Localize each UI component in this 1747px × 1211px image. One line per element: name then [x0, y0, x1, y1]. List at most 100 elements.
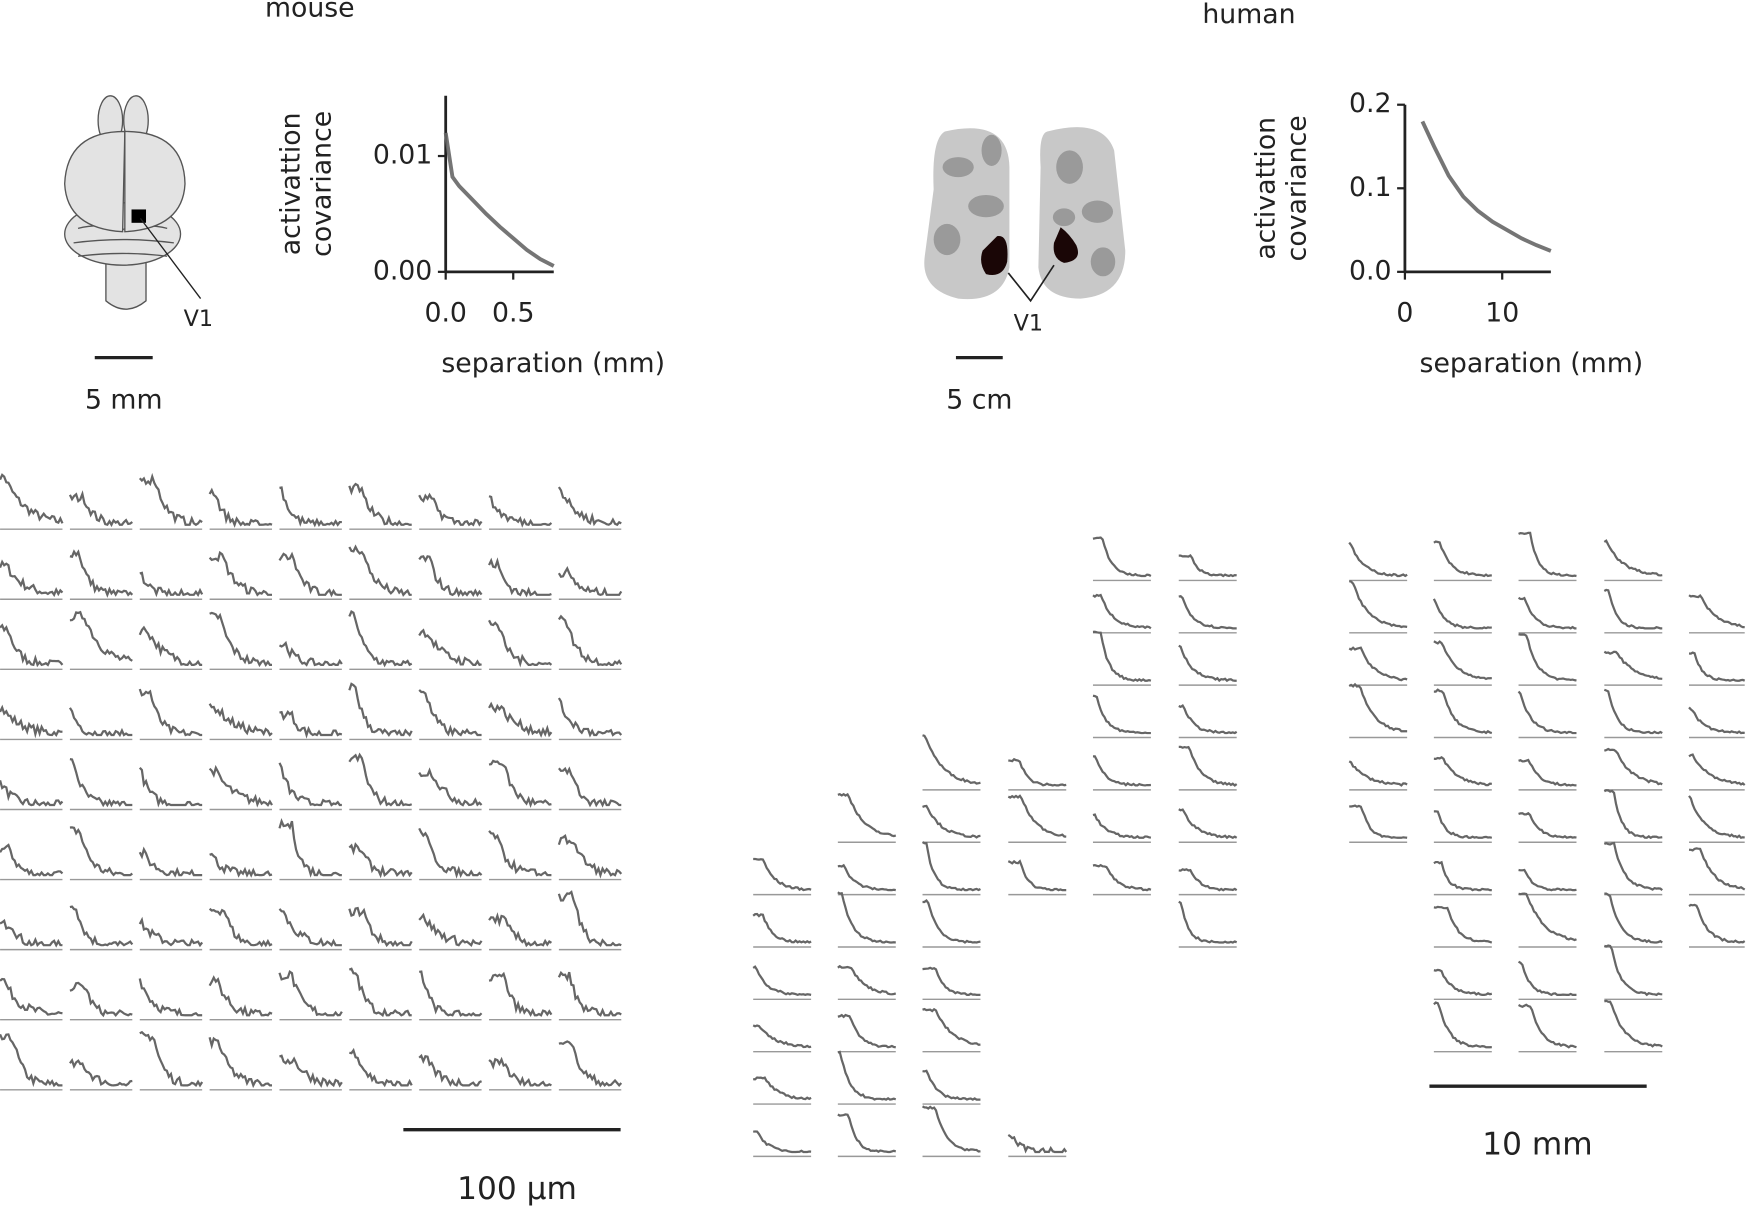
- trace: [278, 640, 343, 667]
- trace: [1007, 859, 1067, 892]
- trace: [1178, 900, 1238, 944]
- trace: [0, 843, 64, 877]
- human-brain: [924, 127, 1126, 303]
- x-tick-label: 0.5: [492, 298, 535, 329]
- trace: [1604, 892, 1663, 944]
- trace: [488, 912, 553, 948]
- trace: [752, 965, 812, 997]
- trace: [1092, 630, 1152, 683]
- trace: [69, 610, 133, 662]
- trace: [488, 557, 552, 598]
- trace: [1688, 753, 1746, 786]
- trace: [138, 978, 203, 1017]
- trace: [1178, 868, 1238, 892]
- y-axis-label: covariance: [307, 111, 338, 257]
- trace: [1603, 841, 1663, 892]
- trace: [278, 818, 342, 878]
- trace: [1603, 588, 1663, 630]
- x-axis-label: separation (mm): [441, 348, 665, 379]
- trace: [68, 707, 133, 738]
- trace: [0, 473, 64, 525]
- trace: [557, 970, 622, 1017]
- trace: [1604, 747, 1663, 786]
- trace: [488, 971, 553, 1018]
- trace: [1433, 688, 1493, 735]
- trace-grids: [0, 472, 1746, 1158]
- trace: [138, 472, 203, 527]
- trace: [1178, 745, 1238, 787]
- trace: [752, 1024, 812, 1049]
- y-tick-label: 0.2: [1349, 88, 1391, 119]
- y-axis-label: activattion: [1250, 117, 1281, 260]
- trace: [1603, 789, 1663, 840]
- trace: [348, 842, 413, 879]
- trace: [418, 827, 483, 879]
- trace: [0, 1033, 63, 1088]
- trace: [1688, 795, 1745, 840]
- trace: [1433, 1001, 1492, 1049]
- scale-label: 10 mm: [1482, 1126, 1592, 1162]
- y-axis-label: activattion: [275, 112, 306, 255]
- line: [443, 132, 555, 268]
- trace: [208, 703, 273, 737]
- trace: [1433, 756, 1492, 787]
- trace: [1092, 863, 1152, 892]
- trace: [1092, 536, 1152, 578]
- trace: [138, 916, 204, 948]
- trace: [139, 1030, 204, 1088]
- trace: [1603, 539, 1663, 577]
- trace: [1092, 813, 1152, 839]
- trace: [138, 688, 203, 737]
- trace: [1178, 595, 1237, 630]
- trace: [1348, 541, 1408, 578]
- trace: [557, 890, 622, 948]
- scale-label: 100 µm: [457, 1171, 577, 1207]
- trace: [208, 764, 273, 808]
- trace: [557, 834, 623, 879]
- trace: [837, 1113, 897, 1154]
- annotation: V1: [184, 306, 213, 332]
- trace: [1688, 903, 1746, 944]
- trace: [1007, 1133, 1068, 1154]
- trace: [1433, 810, 1493, 839]
- trace: [1178, 644, 1237, 683]
- trace: [418, 555, 483, 598]
- trace: [1433, 640, 1492, 681]
- trace: [488, 1056, 552, 1087]
- trace: [1092, 755, 1151, 787]
- trace: [488, 495, 553, 528]
- trace: [138, 846, 203, 878]
- trace: [922, 898, 981, 944]
- trace: [349, 1047, 413, 1088]
- trace: [557, 566, 623, 596]
- line: [1420, 120, 1552, 253]
- trace: [278, 908, 342, 948]
- y-tick-label: 0.01: [373, 140, 433, 171]
- trace: [558, 766, 622, 808]
- trace: [208, 487, 273, 528]
- trace: [139, 571, 204, 598]
- trace: [69, 1057, 133, 1087]
- trace: [1092, 694, 1151, 735]
- trace: [558, 1040, 623, 1088]
- trace: [753, 1130, 812, 1154]
- mouse-brain: [64, 95, 202, 310]
- trace: [0, 704, 63, 739]
- trace: [1178, 554, 1237, 578]
- trace: [922, 804, 981, 839]
- x-tick-label: 0.0: [424, 298, 467, 329]
- trace: [69, 905, 134, 947]
- trace: [1433, 905, 1493, 944]
- trace: [0, 623, 64, 668]
- trace: [278, 762, 342, 807]
- trace: [208, 907, 273, 948]
- trace: [557, 486, 622, 527]
- annotation: V1: [1014, 311, 1043, 337]
- trace: [753, 1076, 812, 1101]
- trace: [418, 1053, 483, 1087]
- trace: [1178, 808, 1238, 840]
- trace: [1348, 646, 1408, 682]
- scale-label: 5 mm: [85, 385, 163, 416]
